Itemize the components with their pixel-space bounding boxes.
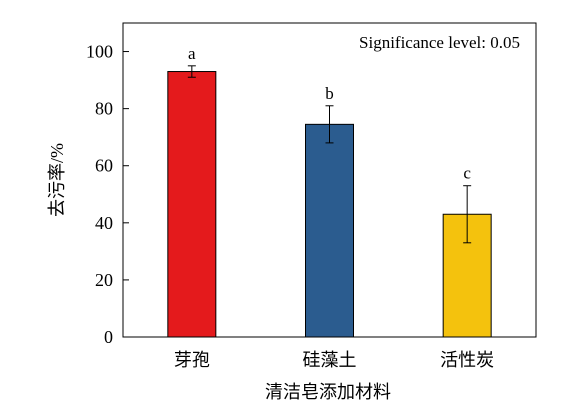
significance-letter: b xyxy=(325,84,334,103)
bars xyxy=(167,65,492,338)
y-tick-label: 100 xyxy=(86,42,113,62)
y-tick-label: 40 xyxy=(95,213,113,233)
y-axis-label: 去污率/% xyxy=(47,143,67,217)
y-tick-label: 20 xyxy=(95,270,113,290)
y-tick-label: 80 xyxy=(95,99,113,119)
bar-1 xyxy=(167,71,217,338)
x-axis-label: 清洁皂添加材料 xyxy=(265,382,391,402)
y-tick-label: 0 xyxy=(104,327,113,347)
significance-annotation: Significance level: 0.05 xyxy=(359,33,520,52)
bar-2 xyxy=(305,123,354,338)
labels: 0 20 40 60 80 100 a 芽孢 b 硅藻土 c 活性炭 xyxy=(86,42,494,370)
x-tick-label: 芽孢 xyxy=(174,350,210,370)
significance-letter: a xyxy=(188,44,196,63)
x-tick-label: 硅藻土 xyxy=(303,350,357,370)
x-tick-label: 活性炭 xyxy=(440,350,494,370)
significance-letter: c xyxy=(463,164,471,183)
y-tick-label: 60 xyxy=(95,156,113,176)
